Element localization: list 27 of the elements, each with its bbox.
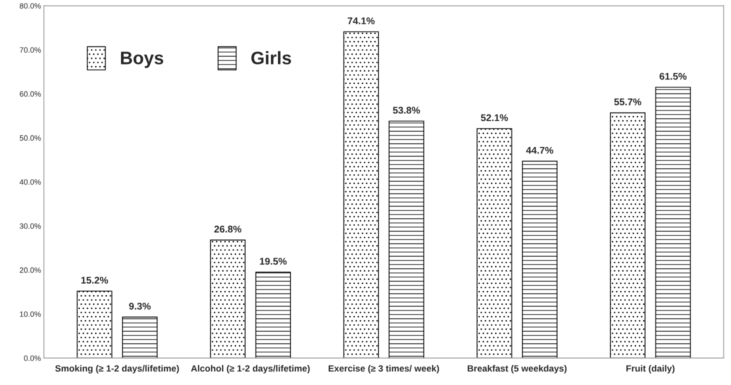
data-label: 53.8%	[392, 106, 420, 114]
data-label: 44.7%	[526, 146, 554, 154]
bar	[343, 31, 379, 358]
data-label: 9.3%	[129, 302, 151, 310]
data-label: 15.2%	[81, 276, 108, 284]
bar	[476, 128, 512, 358]
data-label: 19.5%	[260, 258, 287, 265]
bar	[76, 290, 112, 358]
data-label: 26.8%	[214, 226, 242, 233]
bar	[122, 316, 158, 358]
bar	[522, 160, 558, 358]
bar	[255, 272, 291, 358]
legend-label: Girls	[251, 51, 292, 64]
data-label: 61.5%	[660, 72, 687, 80]
x-tick-label: Fruit (daily)	[626, 364, 675, 374]
bar	[655, 86, 691, 358]
x-tick-label: Exercise (≥ 3 times/ week)	[328, 364, 439, 374]
data-label: 74.1%	[348, 17, 375, 24]
x-tick-label: Breakfast (5 weekdays)	[468, 364, 567, 374]
bar	[388, 120, 424, 358]
legend-label: Boys	[121, 52, 164, 68]
bar	[610, 112, 646, 358]
data-label: 52.1%	[480, 114, 508, 122]
bar	[210, 240, 246, 358]
x-tick-label: Alcohol (≥ 1-2 days/lifetime)	[191, 364, 310, 374]
data-label: 55.7%	[614, 98, 642, 106]
x-tick-label: Smoking (≥ 1-2 days/lifetime)	[55, 364, 179, 374]
